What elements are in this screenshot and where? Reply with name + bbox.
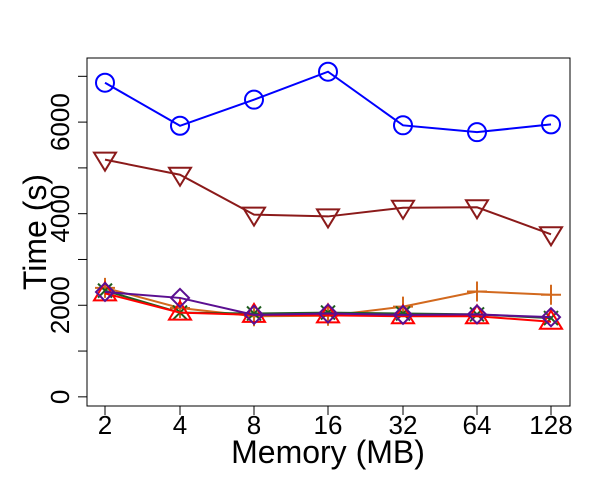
diamond-series-point-128 [540, 306, 562, 328]
x-tick-label-128: 128 [529, 410, 572, 440]
y-axis-title: Time (s) [17, 174, 53, 290]
triangle-up-series-line [104, 292, 552, 323]
diamond-series-point-32 [392, 304, 414, 326]
diamond-series-point-2 [94, 281, 116, 303]
circle-series-point-4 [170, 115, 190, 136]
diamond-series-point-64 [466, 304, 488, 325]
plus-series-point-128 [541, 284, 561, 305]
circle-series-line [104, 70, 552, 134]
triangle-down-series-point-8 [241, 206, 267, 228]
diamond-series [94, 281, 562, 328]
circle-series-point-2 [95, 72, 115, 93]
plot-frame [86, 57, 571, 407]
triangle-down-series-point-16 [315, 208, 341, 230]
circle-series-point-32 [393, 115, 413, 136]
y-tick-label-6000: 6000 [45, 93, 75, 151]
circle-series-point-16 [318, 61, 338, 82]
circle-series-point-8 [244, 89, 264, 110]
triangle-down-series-line [104, 158, 552, 236]
triangle-up-series-point-4 [167, 299, 193, 321]
diamond-series-point-16 [317, 303, 339, 324]
plus-series [95, 277, 561, 327]
x-tick-label-4: 4 [173, 410, 187, 440]
triangle-down-series-point-2 [92, 151, 118, 173]
y-tick-label-0: 0 [45, 390, 75, 404]
y-axis: 0 2000 4000 6000 [45, 75, 87, 404]
triangle-down-series-point-32 [390, 199, 416, 221]
circle-series [95, 61, 561, 143]
x-axis: 2 4 8 16 32 64 128 [98, 406, 573, 440]
triangle-down-series [92, 151, 564, 248]
x-tick-label-2: 2 [98, 410, 112, 440]
x-tick-label-8: 8 [247, 410, 261, 440]
triangle-down-series-point-128 [538, 226, 564, 248]
y-tick-label-4000: 4000 [45, 185, 75, 243]
x-tick-label-16: 16 [314, 410, 343, 440]
x-tick-label-32: 32 [389, 410, 418, 440]
diamond-series-point-4 [169, 287, 191, 309]
diamond-series-point-8 [243, 304, 265, 326]
diamond-series-line [104, 290, 552, 319]
x-tick-label-64: 64 [463, 410, 492, 440]
circle-series-point-64 [467, 122, 487, 143]
series-layer [92, 61, 564, 330]
plus-series-point-64 [467, 281, 487, 302]
triangle-down-series-point-4 [167, 166, 193, 188]
circle-series-point-128 [541, 114, 561, 135]
y-tick-label-2000: 2000 [45, 276, 75, 334]
triangle-down-series-point-64 [464, 199, 490, 221]
x-axis-title: Memory (MB) [231, 434, 425, 470]
